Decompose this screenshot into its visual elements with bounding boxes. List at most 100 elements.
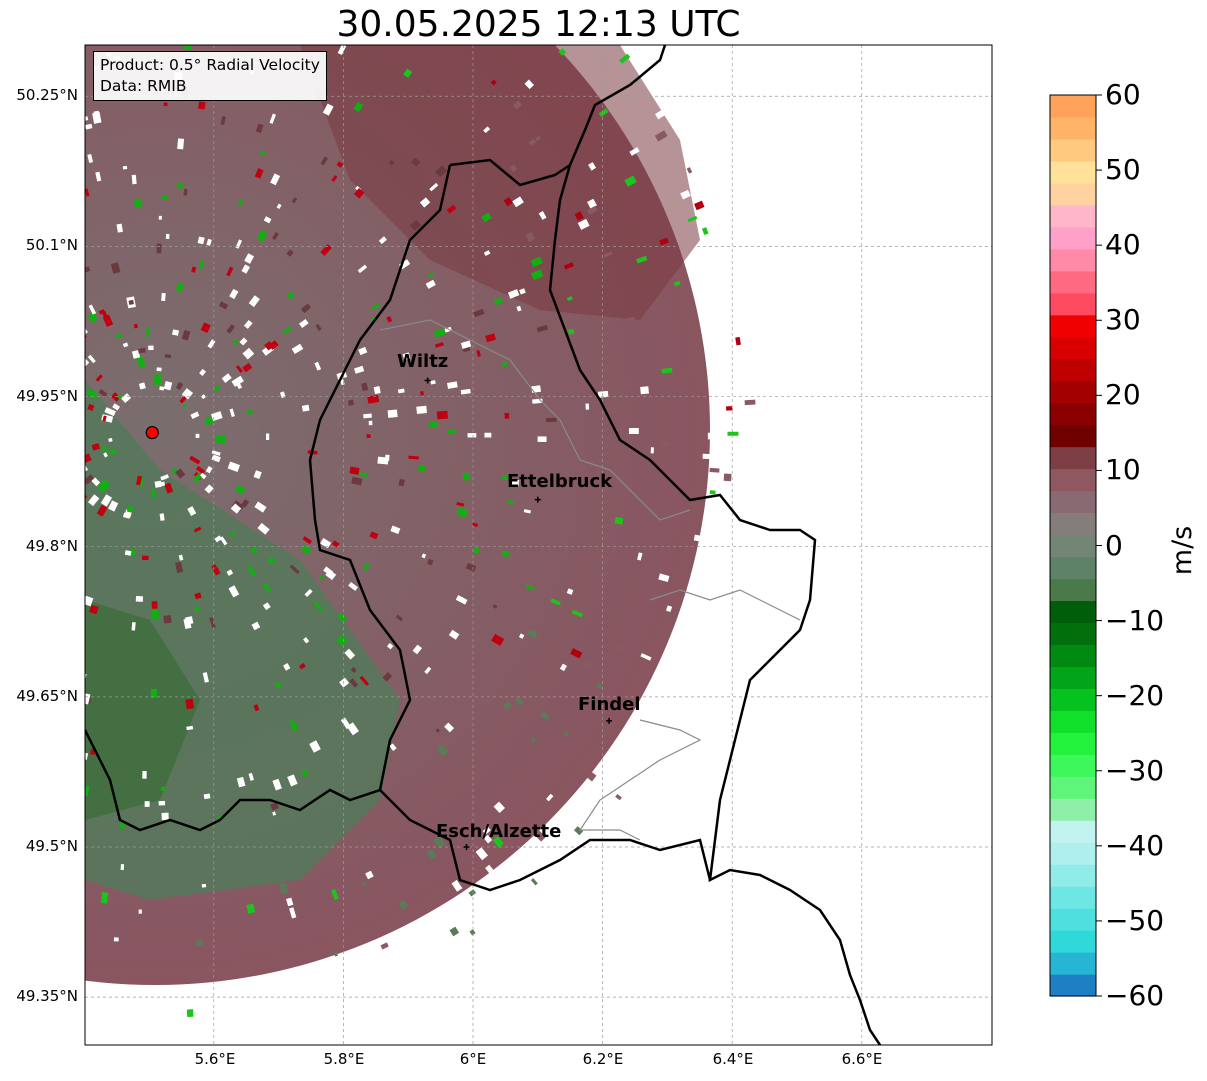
velocity-gate <box>138 909 142 914</box>
velocity-gate <box>403 68 413 78</box>
velocity-gate <box>226 266 234 277</box>
city-marker <box>424 377 431 384</box>
velocity-gate <box>108 438 113 443</box>
velocity-gate <box>135 475 143 486</box>
velocity-gate <box>460 340 472 349</box>
velocity-gate <box>525 584 535 591</box>
velocity-gate <box>97 479 111 493</box>
velocity-gate <box>229 408 235 418</box>
velocity-gate <box>435 165 448 178</box>
velocity-gate <box>571 609 583 618</box>
velocity-gate <box>85 123 93 130</box>
velocity-gate <box>36 746 45 752</box>
velocity-gate <box>289 719 299 732</box>
velocity-gate <box>53 367 61 375</box>
velocity-gate <box>39 275 45 281</box>
colorbar-segment <box>1050 292 1096 316</box>
velocity-gate <box>490 79 497 86</box>
velocity-gate <box>176 381 184 390</box>
velocity-gate <box>531 385 541 393</box>
velocity-gate <box>485 864 494 874</box>
velocity-gate <box>163 615 172 624</box>
velocity-gate <box>40 153 46 158</box>
velocity-gate <box>71 339 78 346</box>
velocity-gate <box>0 129 2 141</box>
velocity-gate <box>226 324 236 334</box>
velocity-gate <box>221 373 232 383</box>
velocity-gate <box>449 926 460 937</box>
velocity-gate <box>390 525 401 535</box>
velocity-gate <box>191 266 197 273</box>
colorbar-segment <box>1050 930 1096 953</box>
velocity-gate <box>629 147 640 156</box>
colorbar-segment <box>1050 908 1096 931</box>
velocity-gate <box>303 637 310 644</box>
canton-boundary <box>379 319 691 521</box>
velocity-gate <box>77 260 84 269</box>
velocity-gate <box>286 897 294 907</box>
velocity-gate <box>23 861 32 871</box>
velocity-gate <box>85 266 91 273</box>
velocity-gate <box>176 282 184 292</box>
velocity-gate <box>142 771 147 779</box>
velocity-gate <box>425 279 436 289</box>
velocity-gate <box>361 881 368 887</box>
velocity-gate <box>300 544 312 555</box>
velocity-gate <box>52 173 62 183</box>
colorbar-segment <box>1050 556 1096 580</box>
colorbar-segment <box>1050 204 1096 228</box>
velocity-gate <box>447 381 458 389</box>
velocity-gate <box>331 175 338 183</box>
velocity-gate <box>235 365 243 374</box>
lat-tick-label: 49.65°N <box>16 687 78 705</box>
velocity-gate <box>244 253 255 264</box>
velocity-gate <box>9 134 20 146</box>
velocity-gate <box>666 605 673 613</box>
velocity-gate <box>38 933 43 940</box>
velocity-gate <box>370 303 380 311</box>
velocity-gate <box>524 896 534 906</box>
velocity-gate <box>85 188 90 197</box>
velocity-gate <box>526 629 538 639</box>
colorbar-frame <box>1049 94 1097 997</box>
velocity-gate <box>254 501 267 513</box>
velocity-gate <box>377 456 389 465</box>
velocity-gate <box>313 601 324 612</box>
colorbar-tick-label: 40 <box>1105 228 1141 262</box>
velocity-gate <box>687 215 698 223</box>
velocity-gate <box>537 436 547 442</box>
info-box: Product: 0.5° Radial Velocity Data: RMIB <box>93 51 327 101</box>
map-title: 30.05.2025 12:13 UTC <box>336 4 741 45</box>
colorbar-segment <box>1050 402 1096 426</box>
velocity-gate <box>211 564 217 570</box>
velocity-gate <box>2 797 8 805</box>
lon-tick-label: 6.2°E <box>582 1050 624 1068</box>
velocity-gate <box>451 879 463 892</box>
velocity-gate <box>251 621 261 631</box>
velocity-gate <box>282 325 293 335</box>
velocity-gate <box>368 420 373 426</box>
velocity-gate <box>44 315 50 320</box>
velocity-gate <box>366 434 371 438</box>
velocity-gate <box>705 509 716 517</box>
velocity-gate <box>138 382 146 390</box>
velocity-gate <box>194 592 202 600</box>
velocity-gate <box>291 343 304 354</box>
city-label-findel: Findel <box>578 694 641 715</box>
colorbar-segment <box>1050 380 1096 404</box>
velocity-gate <box>473 546 480 555</box>
velocity-gate <box>131 622 136 631</box>
velocity-gate <box>446 204 457 214</box>
velocity-gate <box>558 48 567 56</box>
velocity-gate <box>320 156 329 166</box>
velocity-gate <box>64 505 73 514</box>
velocity-gate <box>161 812 169 821</box>
velocity-gate <box>144 801 150 807</box>
colorbar-segment <box>1050 600 1096 624</box>
velocity-gate <box>709 490 716 495</box>
velocity-gate <box>58 494 64 500</box>
velocity-gate <box>160 474 170 481</box>
velocity-gate <box>255 123 264 134</box>
velocity-gate <box>95 171 102 182</box>
velocity-gate <box>661 367 673 374</box>
